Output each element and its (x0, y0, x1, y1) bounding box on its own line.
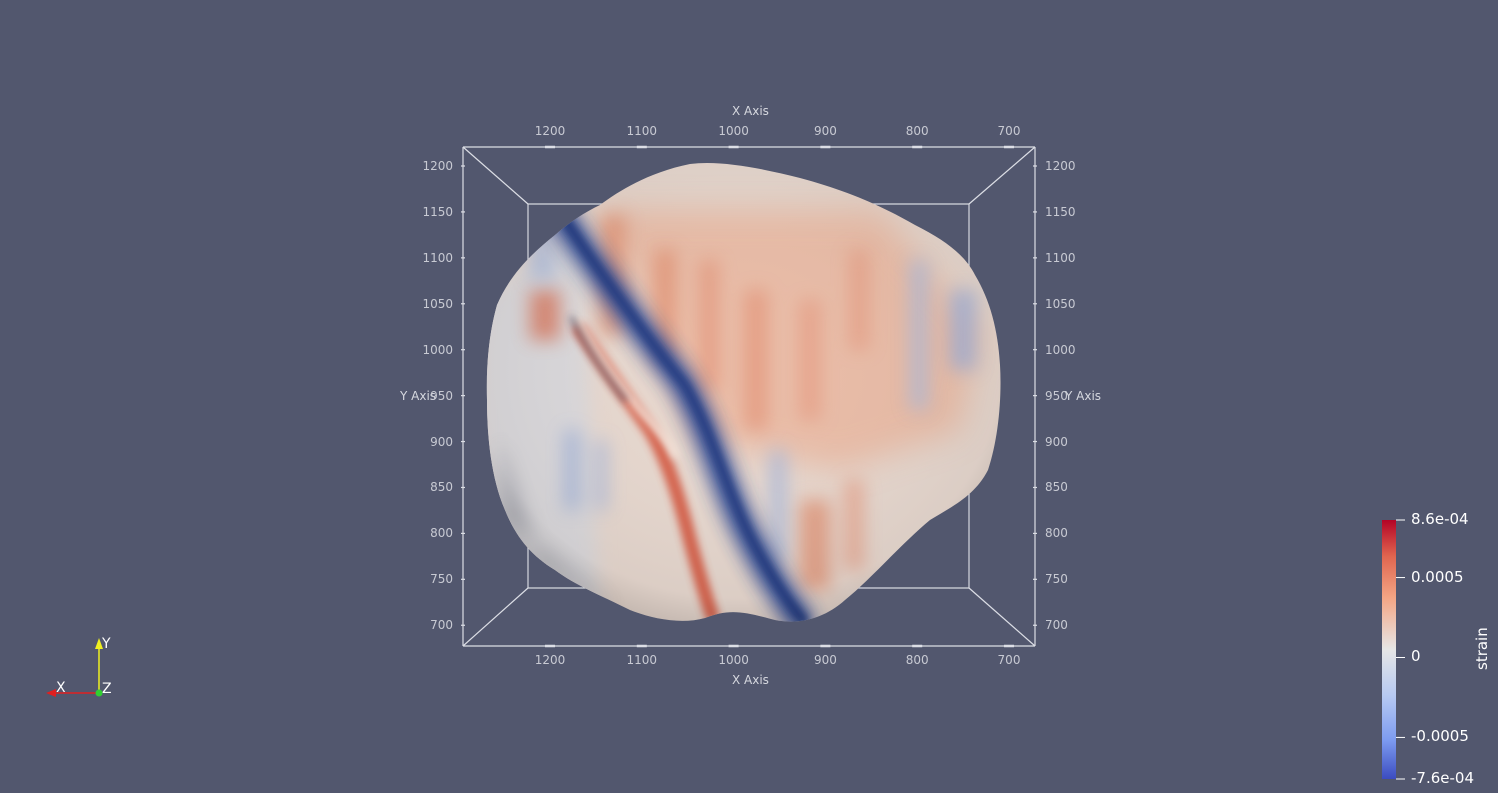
x-tick-label-bottom: 700 (997, 653, 1021, 667)
y-tick-label-right: 850 (1045, 480, 1068, 495)
y-tick-label-right: 800 (1045, 526, 1068, 541)
y-tick-label-left: 1150 (422, 204, 453, 219)
x-axis-title-top: X Axis (732, 104, 769, 118)
y-tick-label-left: 800 (430, 526, 453, 541)
strain-surface[interactable] (470, 150, 1030, 640)
orientation-x-label: X (56, 680, 66, 696)
y-tick-label-left: 850 (430, 480, 453, 495)
x-tick-label-bottom: 900 (813, 653, 837, 667)
color-legend-tick-label: 8.6e-04 (1411, 510, 1469, 528)
color-legend-tick-label: -7.6e-04 (1411, 769, 1474, 787)
y-tick-label-right: 1200 (1045, 159, 1076, 173)
orientation-z-label: Z (102, 681, 112, 697)
y-tick-label-left: 700 (430, 618, 453, 633)
bounding-box-front (461, 145, 1037, 648)
y-tick-label-right: 750 (1045, 572, 1068, 587)
y-tick-label-right: 950 (1045, 388, 1068, 403)
y-tick-label-left: 750 (430, 572, 453, 587)
y-tick-label-right: 1150 (1045, 204, 1076, 219)
x-tick-label-top: 1200 (534, 124, 566, 138)
orientation-y-label: Y (102, 636, 111, 652)
y-tick-label-right: 1100 (1045, 250, 1076, 265)
x-tick-label-bottom: 1000 (718, 653, 749, 667)
y-tick-label-left: 1000 (422, 342, 453, 357)
x-tick-label-top: 1000 (718, 124, 749, 138)
y-tick-label-left: 950 (430, 388, 453, 403)
x-tick-label-bottom: 1100 (626, 653, 658, 667)
y-tick-label-right: 1000 (1045, 342, 1076, 357)
color-legend-tick-label: 0.0005 (1411, 567, 1464, 586)
x-tick-label-bottom: 1200 (534, 653, 566, 667)
y-tick-label-right: 700 (1045, 618, 1068, 633)
y-tick-label-left: 1100 (422, 250, 453, 265)
color-legend-title: strain (1473, 627, 1491, 670)
x-tick-label-top: 900 (813, 124, 837, 138)
x-tick-label-bottom: 800 (905, 653, 929, 667)
color-legend-bar (1382, 519, 1405, 780)
y-tick-label-right: 900 (1045, 434, 1068, 449)
orientation-axes (46, 638, 103, 697)
y-tick-label-left: 900 (430, 434, 453, 449)
y-tick-label-right: 1050 (1045, 296, 1076, 311)
y-tick-label-left: 1200 (422, 159, 453, 173)
x-tick-label-top: 700 (997, 124, 1021, 138)
y-axis-title-right: Y Axis (1065, 389, 1102, 403)
color-legend-tick-label: 0 (1411, 647, 1421, 666)
x-axis-title-bottom: X Axis (732, 673, 769, 687)
y-axis-title-left: Y Axis (400, 389, 437, 403)
x-tick-label-top: 800 (905, 124, 929, 138)
x-tick-label-top: 1100 (626, 124, 658, 138)
color-legend-tick-label: -0.0005 (1411, 727, 1469, 746)
y-tick-label-left: 1050 (422, 296, 453, 311)
